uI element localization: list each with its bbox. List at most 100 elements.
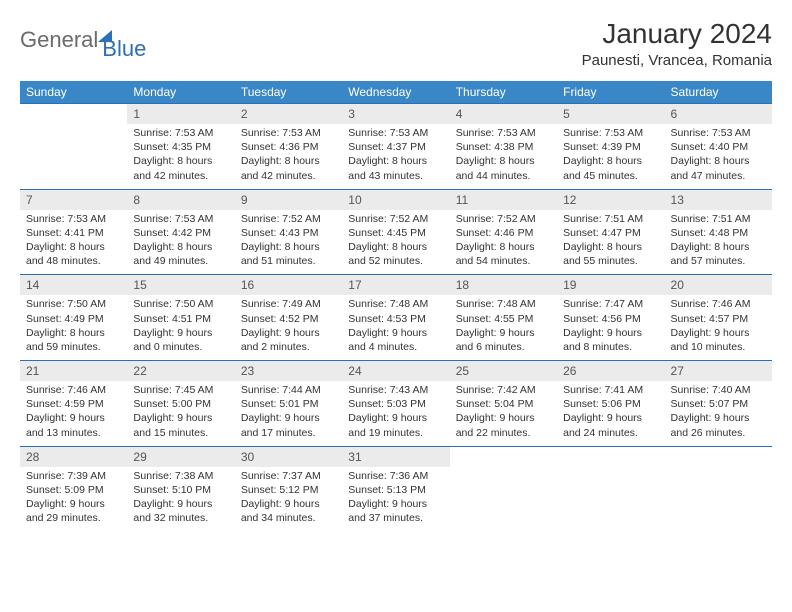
- sunrise-line: Sunrise: 7:48 AM: [348, 297, 443, 311]
- sunset-line: Sunset: 4:46 PM: [456, 226, 551, 240]
- day-content-row: Sunrise: 7:46 AMSunset: 4:59 PMDaylight:…: [20, 381, 772, 446]
- daylight-line: Daylight: 9 hours and 8 minutes.: [563, 326, 658, 354]
- sunset-line: Sunset: 4:52 PM: [241, 312, 336, 326]
- day-content-cell: Sunrise: 7:36 AMSunset: 5:13 PMDaylight:…: [342, 467, 449, 532]
- sunset-line: Sunset: 4:35 PM: [133, 140, 228, 154]
- day-number-cell: [450, 446, 557, 467]
- day-content-cell: Sunrise: 7:48 AMSunset: 4:53 PMDaylight:…: [342, 295, 449, 360]
- day-content-cell: Sunrise: 7:53 AMSunset: 4:38 PMDaylight:…: [450, 124, 557, 189]
- daylight-line: Daylight: 9 hours and 2 minutes.: [241, 326, 336, 354]
- sunset-line: Sunset: 4:39 PM: [563, 140, 658, 154]
- daylight-line: Daylight: 8 hours and 42 minutes.: [241, 154, 336, 182]
- calendar-table: Sunday Monday Tuesday Wednesday Thursday…: [20, 81, 772, 531]
- sunrise-line: Sunrise: 7:49 AM: [241, 297, 336, 311]
- day-content-cell: Sunrise: 7:53 AMSunset: 4:42 PMDaylight:…: [127, 210, 234, 275]
- day-content-cell: Sunrise: 7:52 AMSunset: 4:43 PMDaylight:…: [235, 210, 342, 275]
- day-content-cell: Sunrise: 7:53 AMSunset: 4:36 PMDaylight:…: [235, 124, 342, 189]
- sunrise-line: Sunrise: 7:53 AM: [133, 212, 228, 226]
- sunset-line: Sunset: 4:41 PM: [26, 226, 121, 240]
- daylight-line: Daylight: 9 hours and 13 minutes.: [26, 411, 121, 439]
- sunset-line: Sunset: 5:10 PM: [133, 483, 228, 497]
- day-content-cell: Sunrise: 7:42 AMSunset: 5:04 PMDaylight:…: [450, 381, 557, 446]
- sunrise-line: Sunrise: 7:36 AM: [348, 469, 443, 483]
- day-header: Wednesday: [342, 81, 449, 104]
- day-content-cell: Sunrise: 7:43 AMSunset: 5:03 PMDaylight:…: [342, 381, 449, 446]
- day-content-row: Sunrise: 7:50 AMSunset: 4:49 PMDaylight:…: [20, 295, 772, 360]
- day-number-cell: 27: [665, 361, 772, 382]
- day-content-cell: Sunrise: 7:49 AMSunset: 4:52 PMDaylight:…: [235, 295, 342, 360]
- day-number-cell: 11: [450, 189, 557, 210]
- sunset-line: Sunset: 4:36 PM: [241, 140, 336, 154]
- day-content-cell: Sunrise: 7:52 AMSunset: 4:45 PMDaylight:…: [342, 210, 449, 275]
- sunset-line: Sunset: 4:49 PM: [26, 312, 121, 326]
- page-header: General Blue January 2024 Paunesti, Vran…: [20, 18, 772, 69]
- day-number-cell: 23: [235, 361, 342, 382]
- day-header: Friday: [557, 81, 664, 104]
- day-content-cell: Sunrise: 7:44 AMSunset: 5:01 PMDaylight:…: [235, 381, 342, 446]
- daynum-row: 123456: [20, 104, 772, 125]
- day-content-cell: Sunrise: 7:53 AMSunset: 4:35 PMDaylight:…: [127, 124, 234, 189]
- sunrise-line: Sunrise: 7:51 AM: [671, 212, 766, 226]
- sunrise-line: Sunrise: 7:53 AM: [133, 126, 228, 140]
- day-content-cell: Sunrise: 7:37 AMSunset: 5:12 PMDaylight:…: [235, 467, 342, 532]
- day-number-cell: 9: [235, 189, 342, 210]
- daylight-line: Daylight: 9 hours and 4 minutes.: [348, 326, 443, 354]
- sunset-line: Sunset: 5:03 PM: [348, 397, 443, 411]
- day-number-cell: 15: [127, 275, 234, 296]
- sunrise-line: Sunrise: 7:46 AM: [26, 383, 121, 397]
- day-content-row: Sunrise: 7:53 AMSunset: 4:35 PMDaylight:…: [20, 124, 772, 189]
- day-number-cell: 30: [235, 446, 342, 467]
- day-number-cell: 22: [127, 361, 234, 382]
- day-header: Monday: [127, 81, 234, 104]
- day-number-cell: 13: [665, 189, 772, 210]
- day-number-cell: 3: [342, 104, 449, 125]
- day-number-cell: 5: [557, 104, 664, 125]
- daylight-line: Daylight: 8 hours and 59 minutes.: [26, 326, 121, 354]
- day-number-cell: 25: [450, 361, 557, 382]
- day-content-cell: Sunrise: 7:46 AMSunset: 4:59 PMDaylight:…: [20, 381, 127, 446]
- day-content-cell: Sunrise: 7:40 AMSunset: 5:07 PMDaylight:…: [665, 381, 772, 446]
- sunrise-line: Sunrise: 7:50 AM: [133, 297, 228, 311]
- sunset-line: Sunset: 5:12 PM: [241, 483, 336, 497]
- sunrise-line: Sunrise: 7:53 AM: [241, 126, 336, 140]
- day-number-cell: 16: [235, 275, 342, 296]
- day-content-cell: [665, 467, 772, 532]
- month-title: January 2024: [582, 18, 772, 50]
- sunrise-line: Sunrise: 7:45 AM: [133, 383, 228, 397]
- sunrise-line: Sunrise: 7:43 AM: [348, 383, 443, 397]
- location-text: Paunesti, Vrancea, Romania: [582, 52, 772, 69]
- daylight-line: Daylight: 8 hours and 43 minutes.: [348, 154, 443, 182]
- day-number-cell: 24: [342, 361, 449, 382]
- day-content-cell: Sunrise: 7:51 AMSunset: 4:48 PMDaylight:…: [665, 210, 772, 275]
- day-header: Saturday: [665, 81, 772, 104]
- sunset-line: Sunset: 4:48 PM: [671, 226, 766, 240]
- sunset-line: Sunset: 4:47 PM: [563, 226, 658, 240]
- day-number-cell: 6: [665, 104, 772, 125]
- sunset-line: Sunset: 5:01 PM: [241, 397, 336, 411]
- sunrise-line: Sunrise: 7:42 AM: [456, 383, 551, 397]
- day-content-cell: [557, 467, 664, 532]
- daylight-line: Daylight: 8 hours and 57 minutes.: [671, 240, 766, 268]
- sunset-line: Sunset: 4:42 PM: [133, 226, 228, 240]
- sunset-line: Sunset: 5:04 PM: [456, 397, 551, 411]
- daylight-line: Daylight: 9 hours and 17 minutes.: [241, 411, 336, 439]
- day-number-cell: 10: [342, 189, 449, 210]
- sunrise-line: Sunrise: 7:50 AM: [26, 297, 121, 311]
- day-number-cell: 21: [20, 361, 127, 382]
- day-content-cell: Sunrise: 7:38 AMSunset: 5:10 PMDaylight:…: [127, 467, 234, 532]
- brand-part2: Blue: [102, 36, 146, 62]
- sunrise-line: Sunrise: 7:40 AM: [671, 383, 766, 397]
- daylight-line: Daylight: 9 hours and 15 minutes.: [133, 411, 228, 439]
- sunset-line: Sunset: 5:07 PM: [671, 397, 766, 411]
- sunrise-line: Sunrise: 7:46 AM: [671, 297, 766, 311]
- day-number-cell: 31: [342, 446, 449, 467]
- day-header: Tuesday: [235, 81, 342, 104]
- day-number-cell: 18: [450, 275, 557, 296]
- sunrise-line: Sunrise: 7:53 AM: [456, 126, 551, 140]
- sunset-line: Sunset: 4:55 PM: [456, 312, 551, 326]
- day-number-cell: 14: [20, 275, 127, 296]
- day-content-cell: Sunrise: 7:53 AMSunset: 4:39 PMDaylight:…: [557, 124, 664, 189]
- day-content-cell: Sunrise: 7:53 AMSunset: 4:40 PMDaylight:…: [665, 124, 772, 189]
- daylight-line: Daylight: 8 hours and 52 minutes.: [348, 240, 443, 268]
- day-header: Sunday: [20, 81, 127, 104]
